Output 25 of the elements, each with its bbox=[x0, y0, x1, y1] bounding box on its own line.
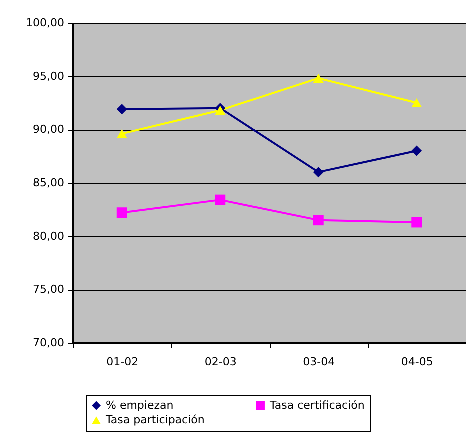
point bbox=[116, 104, 128, 115]
x-tick-label: 01-02 bbox=[106, 356, 139, 368]
y-tick-label: 75,00 bbox=[33, 283, 64, 296]
point bbox=[412, 146, 422, 156]
point bbox=[215, 194, 226, 206]
point bbox=[313, 167, 324, 178]
point bbox=[412, 98, 422, 108]
x-tick-label: 02-03 bbox=[204, 356, 237, 368]
x-tick-label: 03-04 bbox=[303, 356, 336, 368]
legend-label: Tasa certificación bbox=[269, 398, 365, 412]
legend-label: Tasa participación bbox=[105, 414, 205, 426]
x-tick-label: 04-05 bbox=[401, 356, 434, 368]
y-tick-label: 70,00 bbox=[33, 336, 64, 350]
y-tick-label: 80,00 bbox=[33, 230, 64, 243]
point bbox=[313, 74, 324, 84]
point bbox=[313, 215, 324, 226]
y-tick-label: 90,00 bbox=[33, 123, 64, 136]
y-tick-label: 100,00 bbox=[26, 16, 64, 30]
point bbox=[412, 217, 422, 228]
point bbox=[116, 129, 128, 138]
y-tick-label: 85,00 bbox=[33, 176, 64, 190]
point bbox=[116, 208, 128, 218]
point bbox=[215, 106, 226, 116]
y-tick-label: 95,00 bbox=[33, 70, 64, 83]
legend-label: % empiezan bbox=[106, 398, 174, 412]
